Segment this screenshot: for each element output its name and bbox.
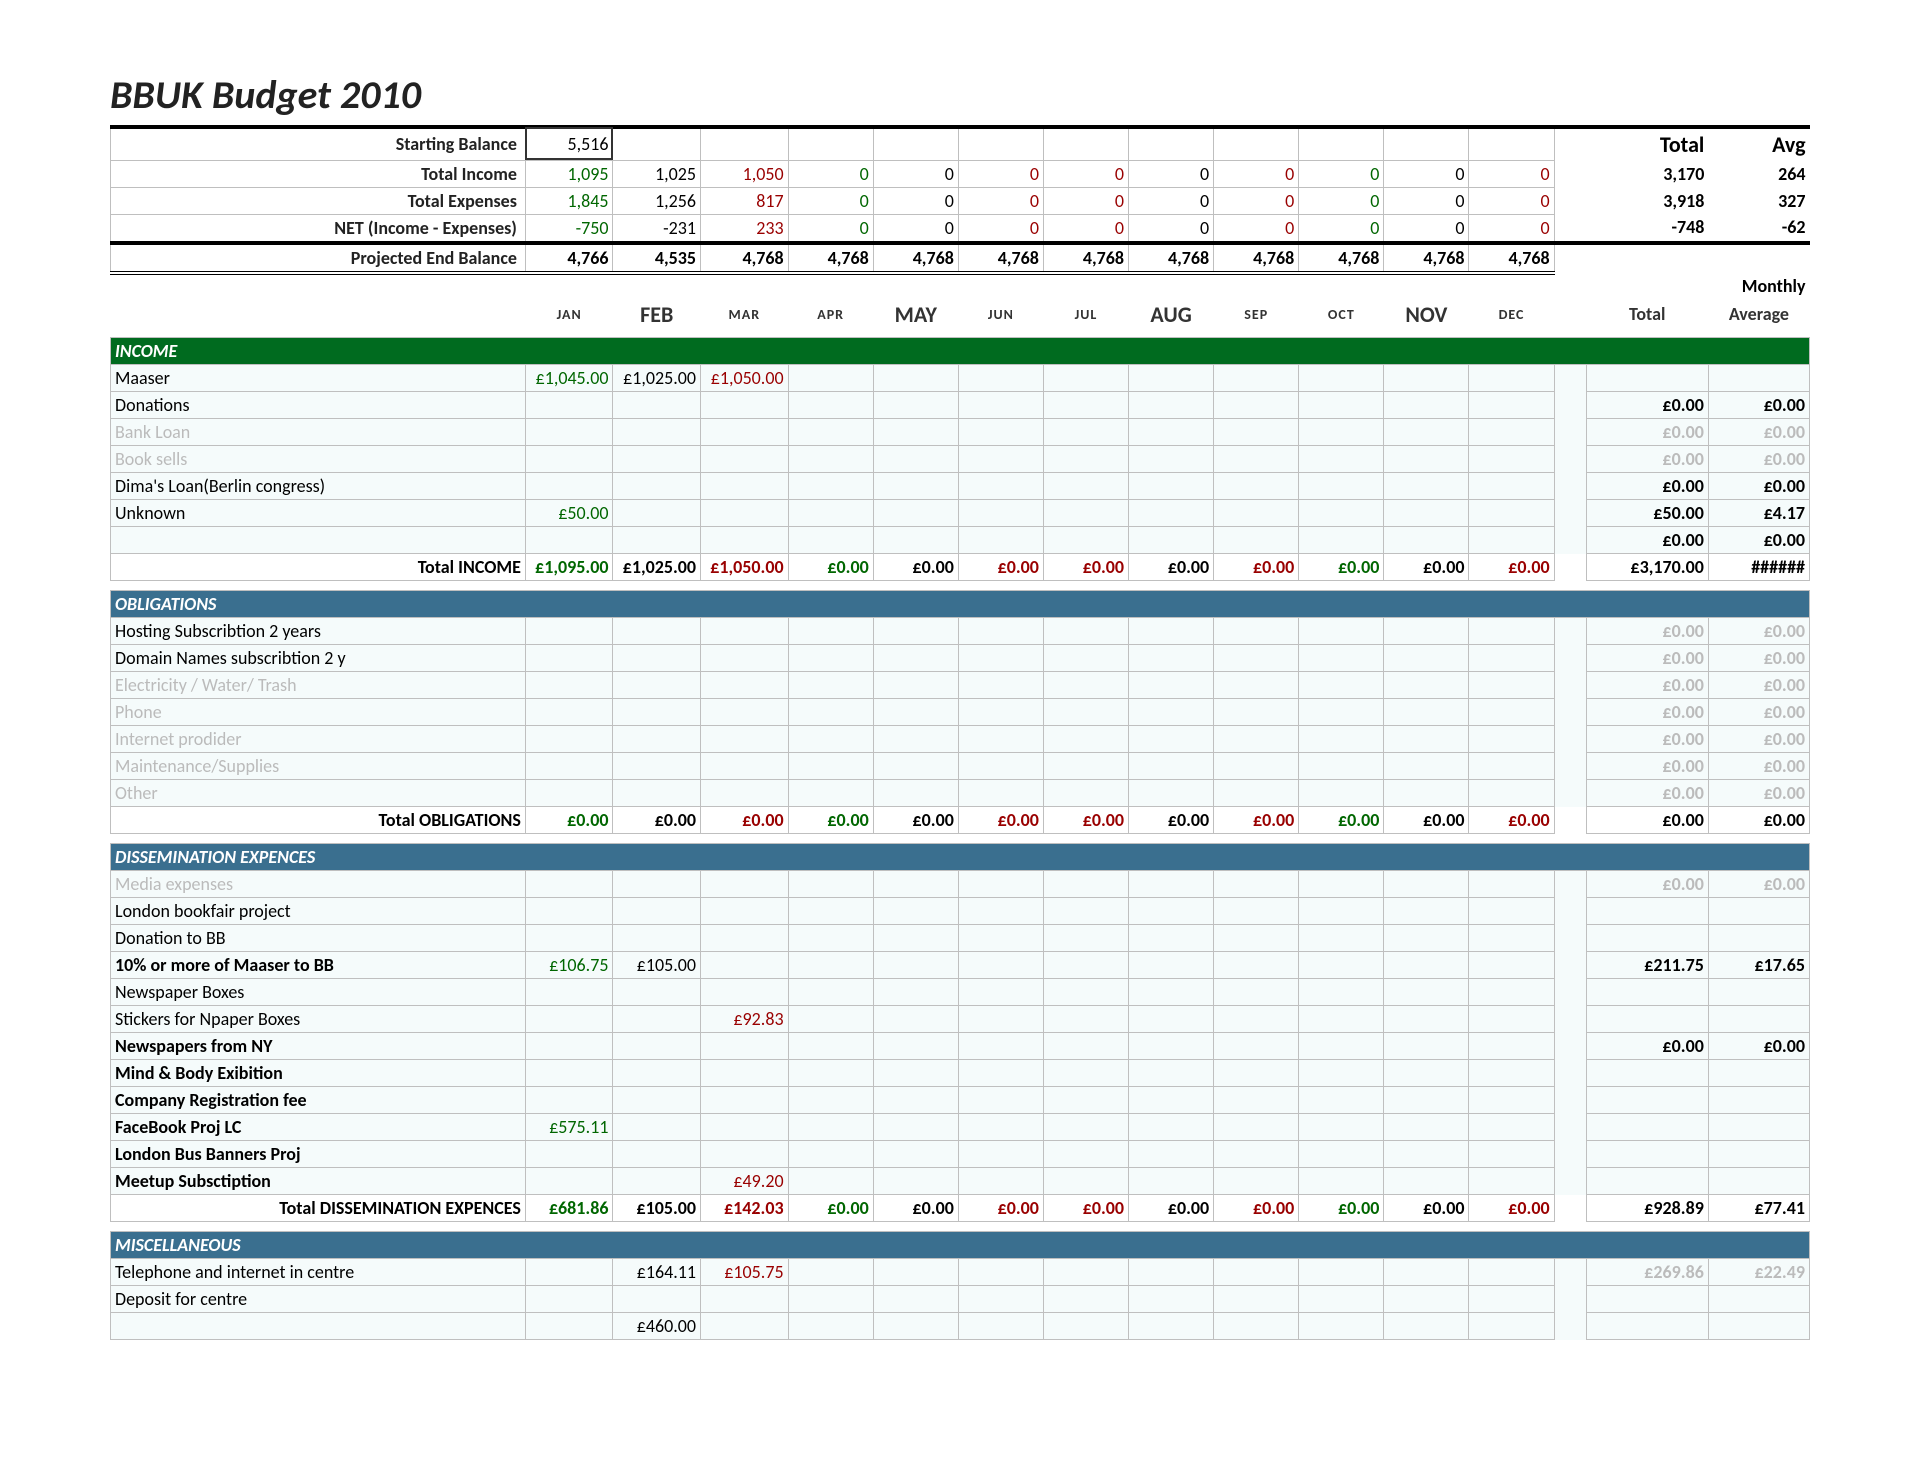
row-label: Bank Loan <box>111 419 526 446</box>
row-label: Unknown <box>111 500 526 527</box>
section-header: INCOME <box>111 338 1810 365</box>
row-label: Deposit for centre <box>111 1286 526 1313</box>
row-label: Internet prodider <box>111 726 526 753</box>
row-label: Newspapers from NY <box>111 1033 526 1060</box>
row-label: FaceBook Proj LC <box>111 1114 526 1141</box>
row-label: Company Registration fee <box>111 1087 526 1114</box>
row-label: Donations <box>111 392 526 419</box>
row-label: London Bus Banners Proj <box>111 1141 526 1168</box>
row-label: Telephone and internet in centre <box>111 1259 526 1286</box>
row-label: Donation to BB <box>111 925 526 952</box>
budget-table: Starting Balance5,516TotalAvgTotal Incom… <box>110 125 1810 1350</box>
row-label: Media expenses <box>111 871 526 898</box>
row-label: Electricity / Water/ Trash <box>111 672 526 699</box>
row-label: Stickers for Npaper Boxes <box>111 1006 526 1033</box>
row-label <box>111 1313 526 1340</box>
row-label <box>111 527 526 554</box>
row-label: Domain Names subscribtion 2 y <box>111 645 526 672</box>
row-label: Mind & Body Exibition <box>111 1060 526 1087</box>
section-header: DISSEMINATION EXPENCES <box>111 844 1810 871</box>
row-label: Dima's Loan(Berlin congress) <box>111 473 526 500</box>
row-label: Phone <box>111 699 526 726</box>
row-label: Newspaper Boxes <box>111 979 526 1006</box>
row-label: Meetup Subsctiption <box>111 1168 526 1195</box>
row-label: 10% or more of Maaser to BB <box>111 952 526 979</box>
section-header: MISCELLANEOUS <box>111 1232 1810 1259</box>
page-title: BBUK Budget 2010 <box>110 70 1810 119</box>
section-header: OBLIGATIONS <box>111 591 1810 618</box>
row-label: Maintenance/Supplies <box>111 753 526 780</box>
row-label: Hosting Subscribtion 2 years <box>111 618 526 645</box>
budget-sheet: BBUK Budget 2010 Starting Balance5,516To… <box>0 0 1920 1390</box>
row-label: London bookfair project <box>111 898 526 925</box>
row-label: Book sells <box>111 446 526 473</box>
row-label: Other <box>111 780 526 807</box>
row-label: Maaser <box>111 365 526 392</box>
